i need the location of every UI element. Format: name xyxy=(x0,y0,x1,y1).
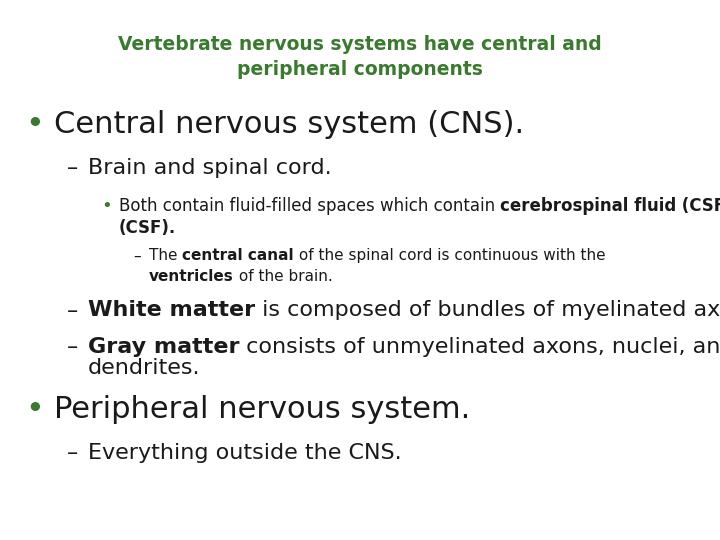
Text: of the brain.: of the brain. xyxy=(234,269,333,284)
Text: consists of unmyelinated axons, nuclei, and: consists of unmyelinated axons, nuclei, … xyxy=(239,336,720,357)
Text: White matter: White matter xyxy=(88,300,255,321)
Text: Brain and spinal cord.: Brain and spinal cord. xyxy=(88,158,331,179)
Text: The: The xyxy=(149,248,182,264)
Text: Central nervous system (CNS).: Central nervous system (CNS). xyxy=(54,110,524,139)
Text: Peripheral nervous system.: Peripheral nervous system. xyxy=(54,395,470,424)
Text: –: – xyxy=(133,248,140,264)
Text: (CSF).: (CSF). xyxy=(119,219,176,237)
Text: ventricles: ventricles xyxy=(149,269,234,284)
Text: cerebrospinal fluid: cerebrospinal fluid xyxy=(500,197,676,215)
Text: –: – xyxy=(66,336,78,357)
Text: Gray matter: Gray matter xyxy=(88,336,239,357)
Text: –: – xyxy=(66,442,78,463)
Text: dendrites.: dendrites. xyxy=(88,358,200,379)
Text: –: – xyxy=(66,300,78,321)
Text: central canal: central canal xyxy=(182,248,294,264)
Text: Both contain fluid-filled spaces which contain: Both contain fluid-filled spaces which c… xyxy=(119,197,500,215)
Text: is composed of bundles of myelinated axons: is composed of bundles of myelinated axo… xyxy=(255,300,720,321)
Text: Everything outside the CNS.: Everything outside the CNS. xyxy=(88,442,402,463)
Text: •: • xyxy=(25,109,44,140)
Text: –: – xyxy=(66,158,78,179)
Text: of the spinal cord is continuous with the: of the spinal cord is continuous with th… xyxy=(294,248,606,264)
Text: Vertebrate nervous systems have central and
peripheral components: Vertebrate nervous systems have central … xyxy=(118,35,602,79)
Text: (CSF).: (CSF). xyxy=(676,197,720,215)
Text: •: • xyxy=(102,197,112,215)
Text: •: • xyxy=(25,394,44,425)
